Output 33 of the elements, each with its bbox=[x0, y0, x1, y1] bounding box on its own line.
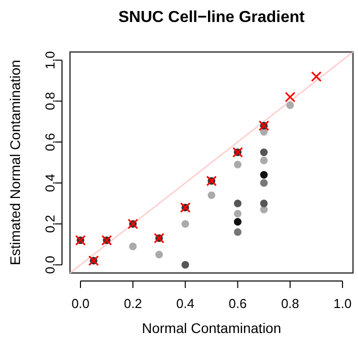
point bbox=[311, 71, 322, 82]
x-tick-label: 1.0 bbox=[333, 296, 352, 311]
y-tick-label: 0.8 bbox=[42, 92, 58, 110]
point bbox=[155, 250, 163, 258]
x-tick-label: 0.0 bbox=[71, 296, 90, 311]
x-axis-title: Normal Contamination bbox=[142, 320, 282, 336]
x-tick-label: 0.8 bbox=[281, 296, 300, 311]
y-tick-label: 0.0 bbox=[42, 256, 58, 274]
point bbox=[260, 156, 268, 164]
point bbox=[234, 160, 242, 168]
point bbox=[129, 242, 137, 250]
chart-title: SNUC Cell−line Gradient bbox=[118, 9, 306, 26]
y-tick-label: 0.2 bbox=[42, 214, 58, 233]
point bbox=[234, 228, 242, 236]
point bbox=[181, 261, 190, 269]
point bbox=[234, 218, 242, 226]
point bbox=[260, 148, 268, 156]
y-tick-label: 0.6 bbox=[42, 133, 58, 152]
x-tick-label: 0.2 bbox=[124, 296, 142, 311]
y-tick-label: 1.0 bbox=[42, 51, 58, 70]
point bbox=[208, 191, 216, 200]
y-tick-label: 0.4 bbox=[42, 174, 58, 192]
x-tick-label: 0.6 bbox=[228, 296, 247, 311]
point bbox=[234, 210, 242, 218]
point bbox=[284, 92, 296, 102]
point bbox=[260, 200, 268, 208]
point bbox=[234, 200, 242, 208]
point bbox=[260, 179, 268, 187]
point bbox=[286, 101, 294, 110]
point bbox=[181, 220, 190, 228]
x-tick-label: 0.4 bbox=[176, 296, 194, 311]
point bbox=[260, 170, 268, 179]
y-axis-title: Estimated Normal Contamination bbox=[7, 60, 23, 266]
